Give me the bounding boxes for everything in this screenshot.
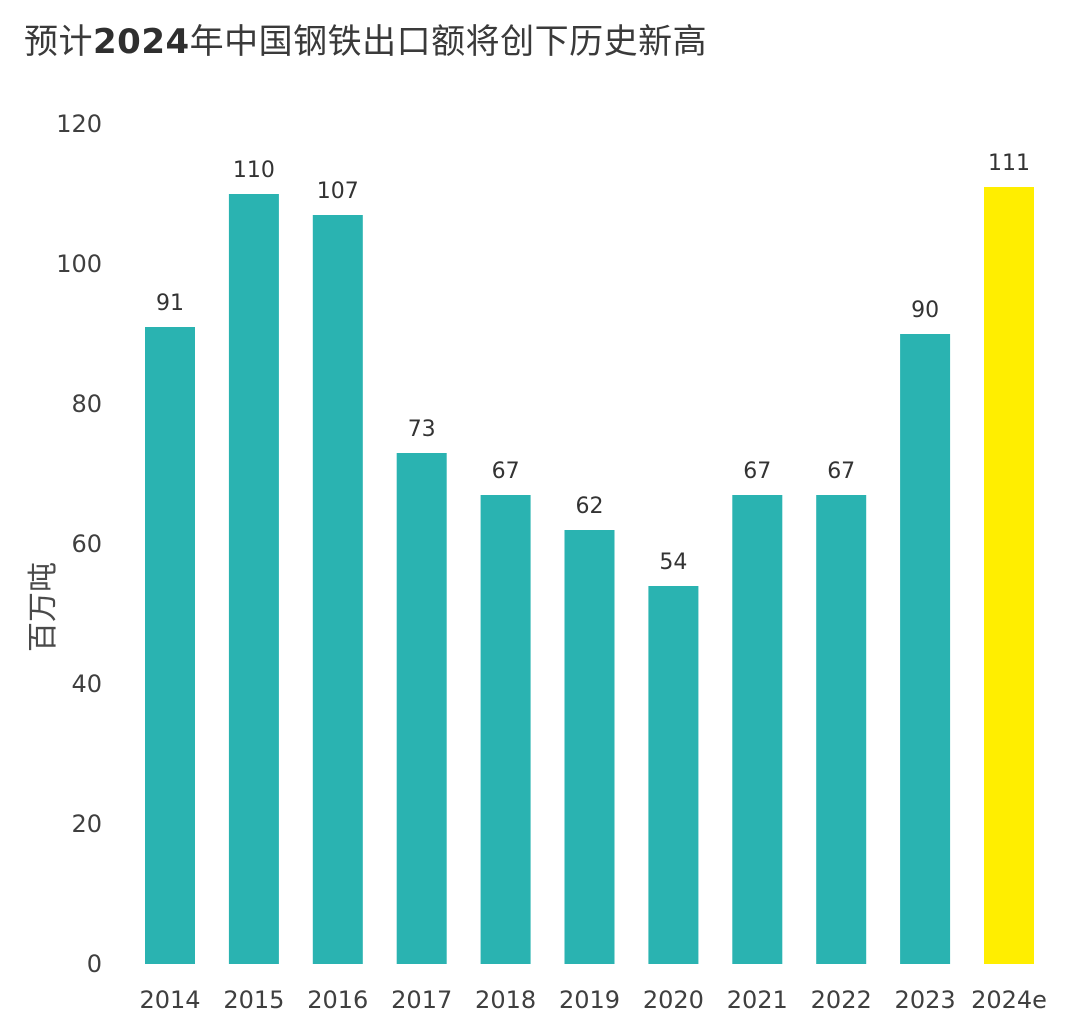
- x-tick-label-2015: 2015: [223, 986, 284, 1014]
- bar-2024e: [984, 187, 1034, 964]
- x-tick-label-2018: 2018: [475, 986, 536, 1014]
- x-tick-label-2020: 2020: [643, 986, 704, 1014]
- title-prefix: 预计: [24, 22, 93, 62]
- x-tick-label-2016: 2016: [307, 986, 368, 1014]
- data-label-2022: 67: [827, 459, 855, 484]
- bar-2021: [732, 495, 783, 964]
- y-tick-label: 100: [56, 250, 102, 278]
- bar-2014: [145, 327, 195, 964]
- y-axis-label: 百万吨: [26, 562, 61, 652]
- y-tick-label: 120: [56, 110, 102, 138]
- y-tick-label: 60: [71, 530, 102, 558]
- x-tick-label-2023: 2023: [895, 986, 956, 1014]
- data-label-2014: 91: [156, 291, 184, 316]
- x-axis-ticks: 2014 2015 2016 2017 2018 2019 2020 2021 2022 2023…: [139, 986, 1046, 1014]
- x-tick-label-2024e: 2024e: [971, 986, 1047, 1014]
- data-label-2016: 107: [317, 179, 359, 204]
- data-label-2018: 67: [492, 459, 520, 484]
- bar-2022: [816, 495, 867, 964]
- data-label-2015: 110: [233, 158, 275, 183]
- x-tick-label-2022: 2022: [811, 986, 872, 1014]
- bars-group: [145, 187, 1034, 964]
- bar-2017: [396, 453, 447, 964]
- x-tick-label-2014: 2014: [139, 986, 200, 1014]
- x-tick-label-2021: 2021: [727, 986, 788, 1014]
- y-tick-label: 80: [71, 390, 102, 418]
- chart-title: 预计2024年中国钢铁出口额将创下历史新高: [24, 14, 707, 63]
- data-label-2023: 90: [911, 298, 939, 323]
- bar-2019: [564, 530, 615, 964]
- title-year: 2024: [93, 22, 190, 62]
- bar-2016: [312, 215, 363, 964]
- title-suffix: 年中国钢铁出口额将创下历史新高: [189, 22, 708, 62]
- x-tick-label-2017: 2017: [391, 986, 452, 1014]
- data-label-2021: 67: [743, 459, 771, 484]
- data-labels-group: 91 110 107 73 67 62 54 67 67 90 111: [156, 151, 1030, 575]
- x-tick-label-2019: 2019: [559, 986, 620, 1014]
- y-tick-label: 40: [71, 670, 102, 698]
- data-label-2019: 62: [576, 494, 604, 519]
- y-axis-ticks: 0 20 40 60 80 100 120: [56, 110, 102, 978]
- bar-2015: [228, 194, 279, 964]
- bar-2018: [480, 495, 531, 964]
- data-label-2020: 54: [659, 550, 687, 575]
- data-label-2024e: 111: [988, 151, 1030, 176]
- y-tick-label: 20: [71, 810, 102, 838]
- data-label-2017: 73: [408, 417, 436, 442]
- y-tick-label: 0: [87, 950, 102, 978]
- bar-2023: [900, 334, 951, 964]
- bar-2020: [648, 586, 699, 964]
